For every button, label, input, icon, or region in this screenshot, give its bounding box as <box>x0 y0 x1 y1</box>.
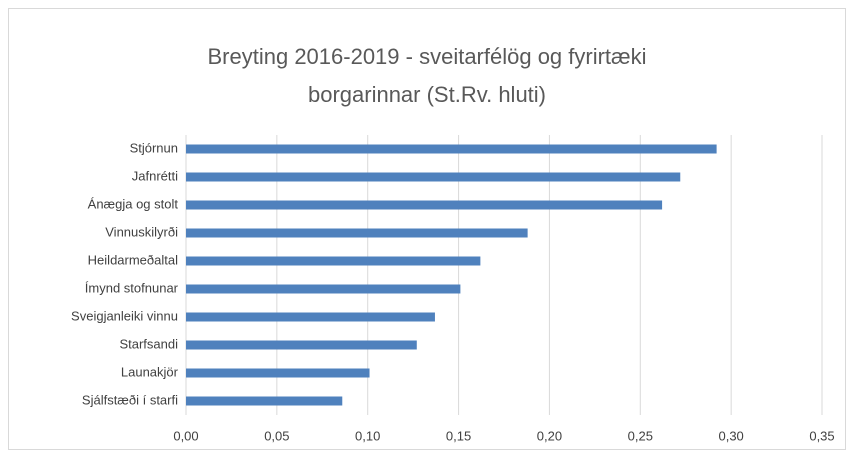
x-tick-label: 0,00 <box>173 428 198 443</box>
bar <box>186 256 481 266</box>
bar <box>186 368 370 378</box>
bar <box>186 144 717 154</box>
x-tick-label: 0,20 <box>537 428 562 443</box>
bar <box>186 340 417 350</box>
y-tick-label: Ímynd stofnunar <box>85 280 179 295</box>
y-tick-label: Vinnuskilyrði <box>105 224 178 239</box>
bar <box>186 396 343 406</box>
y-tick-label: Sjálfstæði í starfi <box>82 392 178 407</box>
x-tick-label: 0,10 <box>355 428 380 443</box>
y-tick-label: Launakjör <box>121 364 179 379</box>
chart-title: Breyting 2016-2019 - sveitarfélög og fyr… <box>208 44 647 69</box>
y-tick-label: Starfsandi <box>119 336 178 351</box>
chart-title: borgarinnar (St.Rv. hluti) <box>308 82 546 107</box>
y-tick-label: Sveigjanleiki vinnu <box>71 308 178 323</box>
x-tick-label: 0,15 <box>446 428 471 443</box>
bar <box>186 200 663 210</box>
bar <box>186 228 528 238</box>
bar <box>186 312 435 322</box>
x-tick-label: 0,05 <box>264 428 289 443</box>
x-tick-label: 0,35 <box>809 428 834 443</box>
y-tick-label: Heildarmeðaltal <box>88 252 178 267</box>
y-tick-label: Ánægja og stolt <box>88 196 179 211</box>
bar <box>186 172 681 182</box>
y-tick-label: Stjórnun <box>130 140 178 155</box>
x-tick-label: 0,25 <box>628 428 653 443</box>
bar <box>186 284 461 294</box>
y-tick-label: Jafnrétti <box>132 168 178 183</box>
x-tick-label: 0,30 <box>718 428 743 443</box>
